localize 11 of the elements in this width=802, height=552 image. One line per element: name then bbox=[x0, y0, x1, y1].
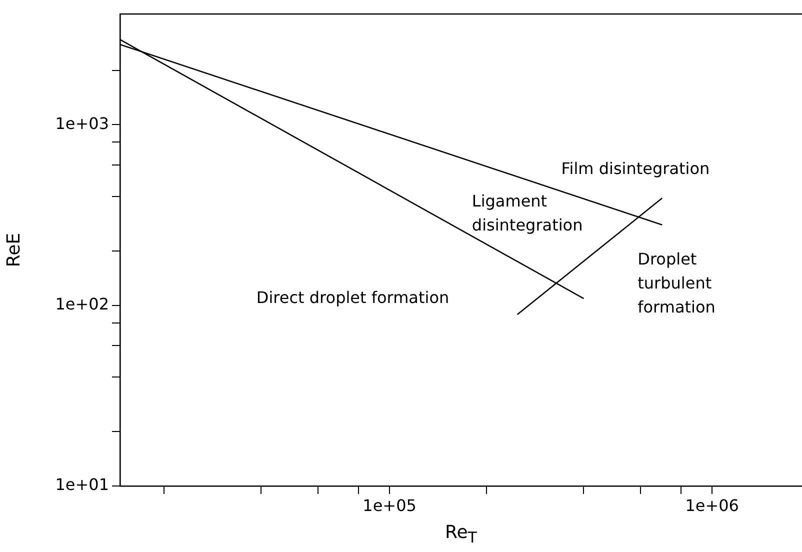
y-tick-label: 1e+01 bbox=[55, 475, 109, 494]
annotation: Droplet turbulent formation bbox=[638, 250, 716, 317]
annotation: Ligament disintegration bbox=[472, 191, 583, 234]
y-tick-label: 1e+02 bbox=[55, 294, 109, 314]
y-tick-label: 1e+03 bbox=[55, 114, 109, 133]
annotation: Film disintegration bbox=[561, 158, 710, 178]
annotation: Direct droplet formation bbox=[256, 288, 450, 308]
x-tick-label: 1e+05 bbox=[362, 496, 416, 515]
x-axis-title: Re$_{T}$ bbox=[444, 522, 478, 547]
x-tick-label: 1e+06 bbox=[685, 496, 739, 515]
y-axis-title: ReE bbox=[3, 232, 24, 268]
